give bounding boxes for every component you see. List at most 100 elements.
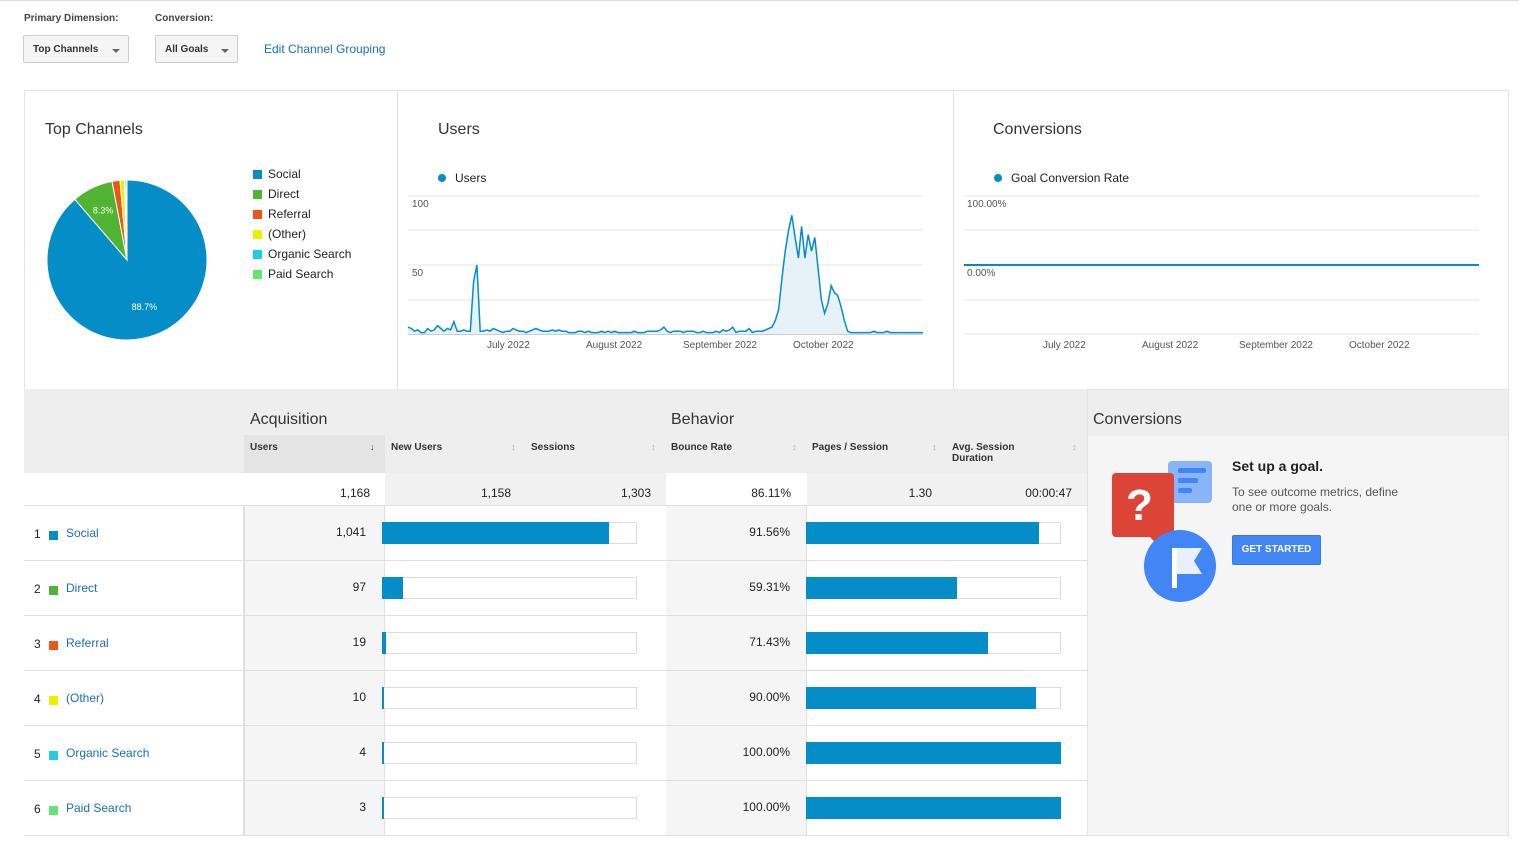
goal-card-text-1: To see outcome metrics, define	[1232, 485, 1399, 499]
totals-blank	[24, 473, 244, 506]
x-tick-label: August 2022	[1142, 340, 1199, 351]
users-share-bar	[382, 687, 637, 709]
header-line: Duration	[952, 453, 994, 464]
legend-item: Organic Search	[253, 247, 351, 261]
sort-icon[interactable]: ↕	[1072, 442, 1077, 452]
legend-item: Social	[253, 167, 301, 181]
sort-down-icon[interactable]: ↓	[370, 442, 375, 452]
users-line	[407, 215, 923, 334]
conversion-label: Conversion:	[155, 13, 214, 24]
acquisition-header: Acquisition	[250, 411, 328, 428]
row-users-value: 10	[352, 690, 366, 704]
row-divider	[24, 670, 1087, 671]
primary-dimension-label: Primary Dimension:	[24, 13, 119, 24]
users-panel: Users Users 100 50 July 2022 August 2022…	[397, 90, 954, 390]
users-column-header[interactable]: Users	[250, 442, 278, 453]
get-started-button[interactable]: GET STARTED	[1232, 535, 1321, 565]
pie-slice	[125, 179, 128, 261]
edit-channel-grouping-link[interactable]: Edit Channel Grouping	[264, 42, 386, 56]
row-divider	[24, 725, 1087, 726]
sort-icon[interactable]: ↕	[932, 442, 937, 452]
bounce-rate-bar-fill	[806, 687, 1036, 709]
row-color-swatch	[49, 531, 58, 540]
total-bounce-rate: 86.11%	[751, 486, 791, 500]
bounce-column	[666, 473, 807, 836]
bounce-rate-bar-fill	[806, 522, 1040, 544]
x-tick-label: July 2022	[487, 340, 530, 351]
row-number: 2	[34, 582, 41, 596]
sessions-column-header[interactable]: Sessions	[531, 442, 575, 453]
legend-swatch	[253, 230, 262, 239]
total-new-users: 1,158	[480, 486, 511, 500]
avg-duration-column-header[interactable]: Avg. Session Duration	[952, 442, 1014, 464]
sort-icon[interactable]: ↕	[511, 442, 516, 452]
legend-label: Goal Conversion Rate	[1011, 171, 1130, 185]
bounce-rate-bar-fill	[806, 577, 958, 599]
bounce-rate-bar-fill	[806, 797, 1061, 819]
totals-shade	[807, 473, 1087, 506]
legend-item: Referral	[253, 207, 311, 221]
legend-label: Organic Search	[268, 247, 352, 261]
row-users-value: 19	[352, 635, 366, 649]
row-number: 4	[34, 692, 41, 706]
legend-item: Direct	[253, 187, 299, 201]
bounce-rate-bar-fill	[806, 632, 989, 654]
users-share-bar-fill	[382, 577, 404, 599]
totals-shade	[385, 473, 666, 506]
legend-item: Paid Search	[253, 267, 333, 281]
y-tick-label: 100	[412, 199, 429, 210]
primary-dimension-dropdown[interactable]: Top Channels	[23, 35, 129, 63]
conversions-section: Conversions ? Set up a goal. To see outc…	[1087, 389, 1509, 836]
channel-link[interactable]: Organic Search	[66, 746, 150, 760]
row-bounce-rate-value: 71.43%	[749, 635, 790, 649]
legend-label: (Other)	[268, 227, 307, 241]
bounce-rate-bar-fill	[806, 742, 1061, 764]
channel-link[interactable]: Referral	[66, 636, 109, 650]
conversion-dropdown[interactable]: All Goals	[155, 35, 238, 63]
conversion-value: All Goals	[165, 44, 209, 55]
row-bounce-rate-value: 90.00%	[749, 690, 790, 704]
row-color-swatch	[49, 641, 58, 650]
new-users-column-header[interactable]: New Users	[391, 442, 443, 453]
y-tick-label: 50	[412, 268, 424, 279]
pie-chart: 88.7% 8.3%	[46, 179, 208, 341]
users-legend: Users	[438, 171, 486, 185]
users-share-bar	[382, 632, 637, 654]
sort-icon[interactable]: ↕	[792, 442, 797, 452]
users-chart	[407, 195, 923, 335]
header-background	[24, 389, 1087, 473]
legend-label: Users	[455, 171, 487, 185]
pages-session-column-header[interactable]: Pages / Session	[812, 442, 889, 453]
y-tick-label: 0.00%	[967, 268, 996, 279]
y-tick-label: 100.00%	[967, 199, 1007, 210]
bounce-rate-bar	[806, 522, 1061, 544]
bounce-rate-bar	[806, 632, 1061, 654]
x-tick-label: September 2022	[683, 340, 757, 351]
pie-slice-label: 88.7%	[132, 302, 158, 312]
sort-icon[interactable]: ↕	[651, 442, 656, 452]
pie-slice-label: 8.3%	[93, 205, 114, 215]
users-share-bar	[382, 522, 637, 544]
users-share-bar-fill	[382, 522, 610, 544]
row-number: 1	[34, 527, 41, 541]
row-bounce-rate-value: 100.00%	[742, 800, 790, 814]
row-users-value: 97	[352, 580, 366, 594]
x-tick-label: July 2022	[1043, 340, 1086, 351]
legend-label: Social	[268, 167, 301, 181]
header-line: Avg. Session	[952, 442, 1015, 453]
bounce-rate-bar	[806, 797, 1061, 819]
channel-link[interactable]: Direct	[66, 581, 98, 595]
channel-link[interactable]: (Other)	[66, 691, 105, 705]
x-tick-label: October 2022	[1349, 340, 1410, 351]
row-color-swatch	[49, 696, 58, 705]
bounce-rate-column-header[interactable]: Bounce Rate	[671, 442, 733, 453]
panel-title: Conversions	[993, 121, 1082, 138]
bounce-rate-bar	[806, 742, 1061, 764]
legend-swatch	[253, 170, 262, 179]
conversions-header-bg	[1088, 390, 1508, 436]
row-number: 5	[34, 747, 41, 761]
total-avg-duration: 00:00:47	[1025, 486, 1072, 500]
legend-item: (Other)	[253, 227, 306, 241]
channel-link[interactable]: Social	[66, 526, 99, 540]
channel-link[interactable]: Paid Search	[66, 801, 132, 815]
